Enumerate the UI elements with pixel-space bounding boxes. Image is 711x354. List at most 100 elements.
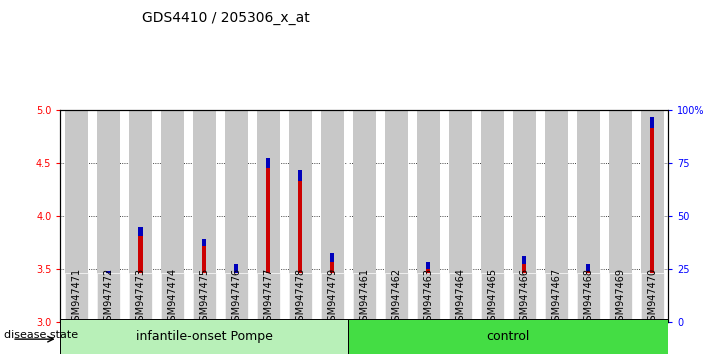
Bar <box>203 239 206 322</box>
Bar <box>161 273 184 322</box>
Bar <box>267 158 270 322</box>
Bar <box>129 110 152 322</box>
Bar <box>348 319 668 354</box>
Bar <box>619 274 622 322</box>
Bar <box>171 274 174 322</box>
Bar <box>449 110 472 322</box>
Bar <box>385 273 408 322</box>
Text: GSM947479: GSM947479 <box>327 268 338 327</box>
Bar <box>161 110 184 322</box>
Text: GSM947463: GSM947463 <box>423 268 434 327</box>
Bar <box>289 110 312 322</box>
Bar <box>331 253 334 262</box>
Bar <box>609 110 632 322</box>
Text: disease state: disease state <box>4 330 77 339</box>
Bar <box>203 239 206 246</box>
Bar <box>97 273 120 322</box>
Bar <box>609 273 632 322</box>
Text: GSM947469: GSM947469 <box>615 268 626 327</box>
Text: control: control <box>486 330 530 343</box>
Bar <box>321 110 344 322</box>
Bar <box>299 170 302 322</box>
Bar <box>449 273 472 322</box>
Bar <box>107 271 110 322</box>
Bar <box>577 110 600 322</box>
Bar <box>523 256 526 322</box>
Bar <box>555 280 558 322</box>
Bar <box>65 110 88 322</box>
Bar <box>97 110 120 322</box>
Text: GSM947478: GSM947478 <box>295 268 306 327</box>
Bar <box>257 110 280 322</box>
Bar <box>513 273 536 322</box>
Bar <box>577 273 600 322</box>
Text: GSM947466: GSM947466 <box>519 268 530 327</box>
Bar <box>641 273 664 322</box>
Text: GSM947475: GSM947475 <box>199 268 210 327</box>
Text: GSM947467: GSM947467 <box>551 268 562 327</box>
Text: GDS4410 / 205306_x_at: GDS4410 / 205306_x_at <box>142 11 310 25</box>
Bar <box>331 253 334 322</box>
Bar <box>139 227 142 236</box>
Text: GSM947477: GSM947477 <box>263 268 274 327</box>
Text: GSM947473: GSM947473 <box>135 268 146 327</box>
Text: GSM947471: GSM947471 <box>71 268 82 327</box>
Bar <box>225 110 248 322</box>
Bar <box>417 110 440 322</box>
Bar <box>353 273 376 322</box>
Bar <box>545 273 568 322</box>
Bar <box>257 273 280 322</box>
Bar <box>353 110 376 322</box>
Text: GSM947468: GSM947468 <box>583 268 594 327</box>
Bar <box>459 284 462 290</box>
Bar <box>385 110 408 322</box>
Bar <box>193 273 216 322</box>
Bar <box>65 273 88 322</box>
Bar <box>235 264 238 322</box>
Bar <box>107 271 110 279</box>
Bar <box>587 264 590 271</box>
Bar <box>427 262 430 322</box>
Bar <box>171 274 174 281</box>
Bar <box>75 280 78 322</box>
Bar <box>459 284 462 322</box>
Bar <box>651 117 654 128</box>
Bar <box>587 264 590 322</box>
Text: GSM947464: GSM947464 <box>455 268 466 327</box>
Text: GSM947462: GSM947462 <box>391 268 402 327</box>
Bar <box>235 264 238 273</box>
Bar <box>289 273 312 322</box>
Bar <box>417 273 440 322</box>
Bar <box>75 280 78 287</box>
Text: GSM947461: GSM947461 <box>359 268 370 327</box>
Text: GSM947472: GSM947472 <box>103 268 114 327</box>
Bar <box>363 290 366 322</box>
Bar <box>491 299 494 322</box>
Bar <box>481 110 504 322</box>
Bar <box>513 110 536 322</box>
Bar <box>363 290 366 296</box>
Bar <box>481 273 504 322</box>
Bar <box>299 170 302 181</box>
Bar <box>321 273 344 322</box>
Text: GSM947465: GSM947465 <box>487 268 498 327</box>
Text: GSM947476: GSM947476 <box>231 268 242 327</box>
Bar <box>267 158 270 168</box>
Bar <box>427 262 430 269</box>
Bar <box>395 299 398 322</box>
Bar <box>523 256 526 264</box>
Bar <box>129 273 152 322</box>
Bar <box>555 280 558 286</box>
Bar <box>139 227 142 322</box>
Text: GSM947474: GSM947474 <box>167 268 178 327</box>
Bar <box>395 299 398 304</box>
Text: infantile-onset Pompe: infantile-onset Pompe <box>136 330 273 343</box>
Bar <box>491 299 494 304</box>
Bar <box>225 273 248 322</box>
Bar <box>619 274 622 281</box>
Bar <box>60 319 348 354</box>
Bar <box>545 110 568 322</box>
Bar <box>641 110 664 322</box>
Bar <box>651 117 654 322</box>
Text: GSM947470: GSM947470 <box>647 268 658 327</box>
